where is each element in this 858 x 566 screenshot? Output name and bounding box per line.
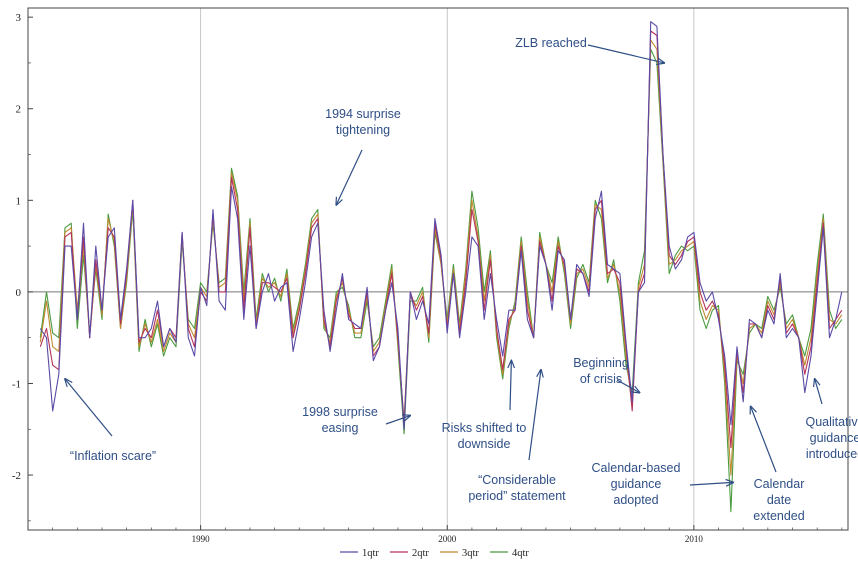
annotation-text: Risks shifted to — [442, 421, 527, 435]
annotation-1: 1994 surprise tightening — [325, 107, 401, 205]
annotation-text: extended — [753, 509, 804, 523]
y-tick-label-1: 1 — [16, 195, 22, 207]
annotation-text: Calendar — [754, 477, 805, 491]
annotation-text: downside — [458, 437, 511, 451]
annotation-5: ZLB reached — [515, 36, 664, 63]
annotation-0: “Inflation scare” — [65, 379, 156, 463]
annotation-arrow — [510, 361, 511, 411]
annotation-arrow — [587, 44, 664, 63]
y-tick-label-2: 2 — [16, 104, 22, 116]
annotation-3: Risks shifted to downside — [442, 361, 527, 451]
chart-annotations: “Inflation scare” 1994 surprise tightening… — [65, 36, 858, 523]
legend-label-4qtr: 4qtr — [512, 548, 529, 559]
annotation-text: date — [767, 493, 791, 507]
x-tick-label-2010: 2010 — [685, 534, 704, 544]
annotation-arrow — [689, 482, 733, 485]
y-tick-label-3: 3 — [16, 12, 22, 24]
plot-frame — [27, 7, 849, 531]
y-tick-label-0: 0 — [16, 287, 22, 299]
annotation-arrow — [616, 379, 640, 393]
series-line-4qtr — [39, 48, 843, 513]
annotation-text: “Inflation scare” — [70, 449, 156, 463]
annotation-4: “Considerable period” statement — [468, 370, 566, 503]
annotation-arrow — [815, 379, 823, 405]
chart-series-group — [39, 21, 843, 513]
annotation-text: guidance — [810, 431, 858, 445]
annotation-9: Qualitative guidance introduced — [805, 379, 858, 461]
annotation-text: period” statement — [468, 489, 566, 503]
annotation-text: ZLB reached — [515, 36, 587, 50]
y-tick-label--2: -2 — [12, 470, 21, 482]
series-line-2qtr — [39, 30, 843, 449]
annotation-8: Calendar date extended — [751, 406, 805, 523]
chart-grid — [28, 8, 848, 530]
series-line-1qtr — [39, 21, 843, 430]
annotation-2: 1998 surprise easing — [302, 405, 410, 435]
annotation-arrow — [65, 379, 113, 437]
annotation-arrow — [751, 406, 777, 473]
annotation-text: 1994 surprise — [325, 107, 401, 121]
annotation-6: Beginning of crisis — [573, 356, 639, 393]
annotation-text: 1998 surprise — [302, 405, 378, 419]
legend-label-2qtr: 2qtr — [412, 548, 429, 559]
chart-legend: 1qtr 2qtr 3qtr 4qtr — [340, 548, 529, 559]
annotation-text: Beginning — [573, 356, 629, 370]
legend-label-3qtr: 3qtr — [462, 548, 479, 559]
annotation-text: Qualitative — [805, 415, 858, 429]
annotation-arrow — [385, 416, 410, 425]
chart-axes: 1990 2000 2010 -2 -1 0 1 2 3 — [12, 7, 849, 544]
annotation-text: of crisis — [580, 372, 622, 386]
annotation-text: easing — [322, 421, 359, 435]
x-tick-label-2000: 2000 — [438, 534, 457, 544]
annotation-text: “Considerable — [478, 473, 556, 487]
annotation-text: adopted — [613, 493, 658, 507]
annotation-text: Calendar-based — [592, 461, 681, 475]
legend-label-1qtr: 1qtr — [362, 548, 379, 559]
annotation-text: guidance — [611, 477, 662, 491]
y-tick-label--1: -1 — [12, 378, 21, 390]
annotation-arrow — [336, 149, 363, 205]
annotation-arrow — [528, 370, 541, 461]
annotation-7: Calendar-based guidance adopted — [592, 461, 734, 507]
x-tick-label-1990: 1990 — [192, 534, 211, 544]
annotation-text: introduced — [806, 447, 858, 461]
annotation-text: tightening — [336, 123, 390, 137]
